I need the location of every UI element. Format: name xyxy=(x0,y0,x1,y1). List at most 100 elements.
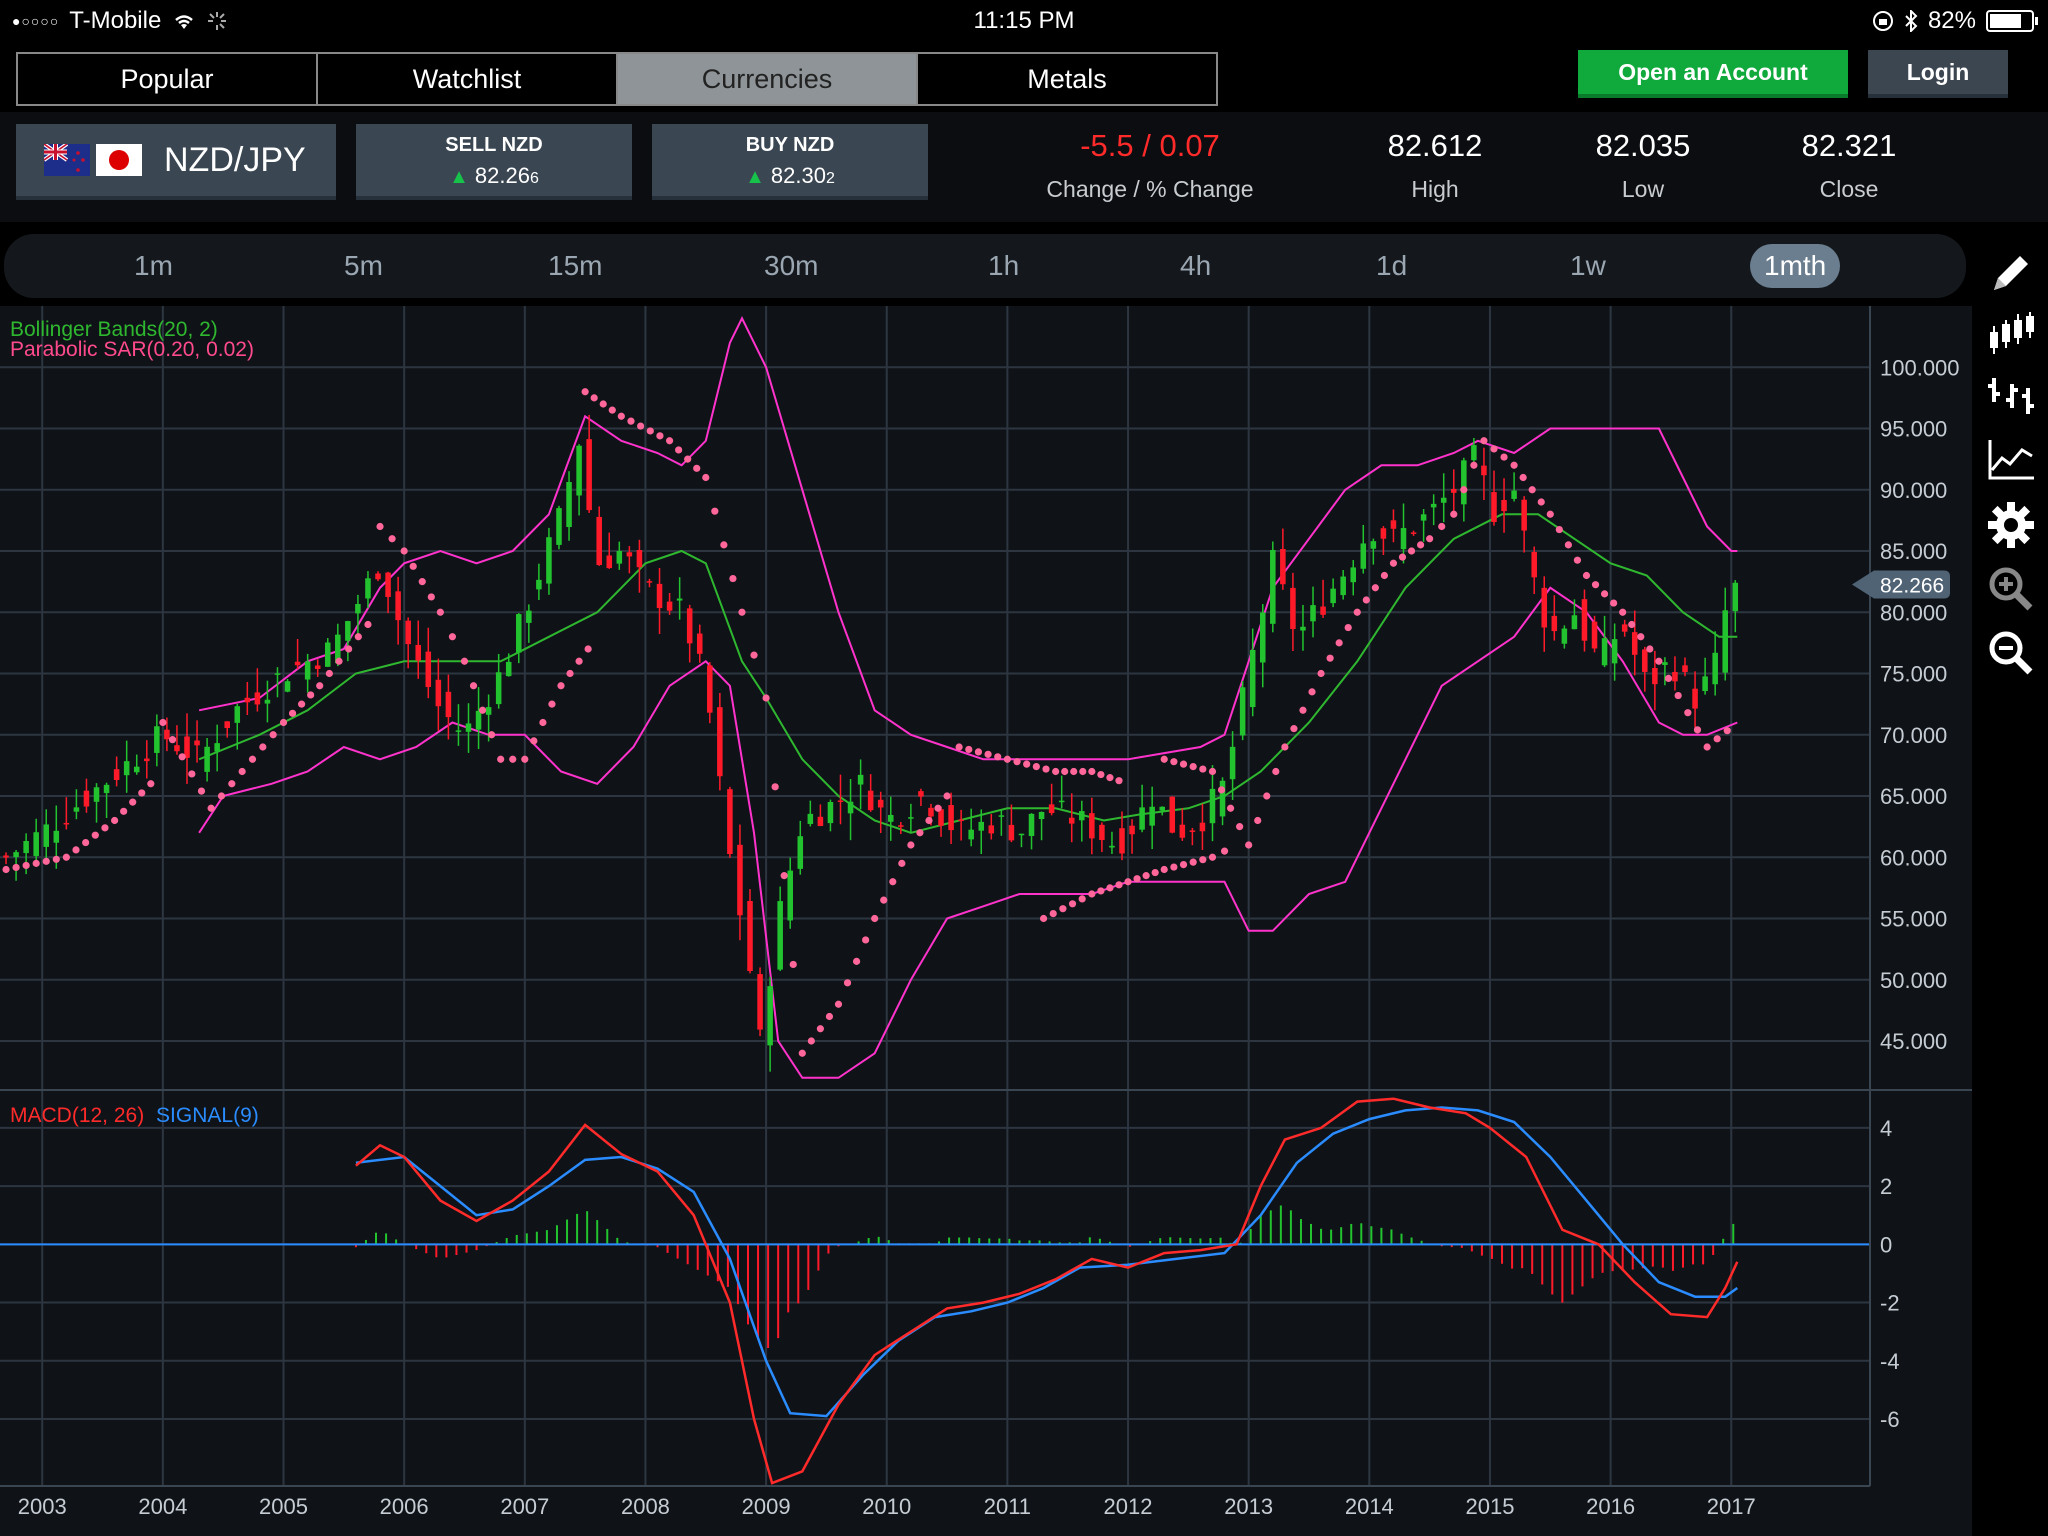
sar-dot xyxy=(1199,856,1207,864)
sar-dot xyxy=(1398,553,1407,561)
sar-dot xyxy=(1490,445,1498,453)
candle-down xyxy=(1169,796,1176,833)
sar-dot xyxy=(925,816,933,825)
tab-currencies[interactable]: Currencies xyxy=(618,54,918,104)
sar-dot xyxy=(335,657,343,665)
sell-button[interactable]: SELL NZD ▲ 82.266 xyxy=(356,124,632,200)
signal-line xyxy=(355,1106,1739,1418)
candle-up xyxy=(1259,612,1266,663)
candlestick-icon[interactable] xyxy=(1984,308,2038,362)
timeframe-30m[interactable]: 30m xyxy=(764,250,819,281)
sar-dot xyxy=(120,807,128,815)
timeframe-5m[interactable]: 5m xyxy=(344,250,383,281)
price-tick-label: 60.000 xyxy=(1880,845,1947,870)
candle-up xyxy=(546,537,552,584)
sar-dot xyxy=(497,755,505,763)
pencil-icon[interactable] xyxy=(1984,246,2038,300)
timeframe-1h[interactable]: 1h xyxy=(988,250,1020,281)
sar-dot xyxy=(238,767,246,776)
sar-dot xyxy=(32,859,40,867)
candle-up xyxy=(1038,811,1045,820)
sar-dot xyxy=(1407,547,1416,555)
sar-dot xyxy=(448,633,457,641)
sar-dot xyxy=(1684,709,1692,717)
tab-popular[interactable]: Popular xyxy=(18,54,318,104)
candle-up xyxy=(1471,445,1477,461)
sar-dot xyxy=(1537,498,1545,506)
candle-down xyxy=(113,769,120,781)
candle-up xyxy=(154,726,160,753)
sar-dot xyxy=(259,743,267,751)
candle-up xyxy=(1702,676,1708,692)
timeframe-1m[interactable]: 1m xyxy=(134,250,173,281)
sar-dot xyxy=(1389,559,1398,567)
candle-up xyxy=(1350,567,1357,583)
sar-dot xyxy=(789,960,797,969)
macd-tick-label: -2 xyxy=(1880,1291,1900,1316)
candle-down xyxy=(696,633,703,654)
timeframe-1d[interactable]: 1d xyxy=(1376,250,1408,281)
candle-down xyxy=(837,800,844,803)
candle-up xyxy=(556,508,562,545)
wifi-icon xyxy=(175,15,194,29)
candle-down xyxy=(1491,492,1497,523)
candle-up xyxy=(1028,813,1035,837)
candle-up xyxy=(23,841,29,854)
candle-down xyxy=(938,809,944,826)
tab-watchlist[interactable]: Watchlist xyxy=(318,54,618,104)
price-chart[interactable]: 2003 2004 2005 2006 2007 2008 2009 2010 2011 2012… xyxy=(0,306,1972,1536)
candle-up xyxy=(1209,788,1216,824)
rotation-lock-icon xyxy=(1872,11,1893,31)
sar-dot xyxy=(478,706,487,714)
x-tick-label: 2015 xyxy=(1465,1494,1514,1519)
candle-up xyxy=(1139,807,1145,830)
open-account-button[interactable]: Open an Account xyxy=(1578,50,1848,98)
price-tick-label: 90.000 xyxy=(1880,478,1947,503)
sar-dot xyxy=(684,455,692,463)
login-button[interactable]: Login xyxy=(1868,50,2008,98)
candle-up xyxy=(234,706,241,723)
candle-up xyxy=(1239,687,1246,736)
sar-dot xyxy=(1059,905,1067,913)
timeframe-15m[interactable]: 15m xyxy=(548,250,603,281)
candle-down xyxy=(928,807,934,817)
zoom-in-icon[interactable] xyxy=(1984,562,2038,616)
sar-dot xyxy=(1703,743,1711,751)
ohlc-bars-icon[interactable] xyxy=(1984,370,2038,424)
sar-dot xyxy=(1713,735,1721,743)
candle-up xyxy=(264,699,271,704)
change-value: -5.5 / 0.07 xyxy=(1080,128,1220,163)
buy-button[interactable]: BUY NZD ▲ 82.302 xyxy=(652,124,928,200)
timeframe-1w[interactable]: 1w xyxy=(1570,250,1606,281)
candle-up xyxy=(1440,497,1447,503)
candle-down xyxy=(1179,824,1186,838)
sar-dot xyxy=(934,804,942,812)
zoom-out-icon[interactable] xyxy=(1984,626,2038,680)
sar-dot xyxy=(1189,858,1197,866)
sar-dot xyxy=(762,694,770,702)
candle-down xyxy=(757,974,763,1030)
candle-down xyxy=(1290,587,1296,630)
timeframe-1mth[interactable]: 1mth xyxy=(1750,244,1841,288)
signal-strength: ●○○○○ xyxy=(12,13,60,29)
sar-dot xyxy=(1619,608,1627,616)
macd-line xyxy=(355,1097,1739,1485)
tab-metals[interactable]: Metals xyxy=(918,54,1216,104)
gear-icon[interactable] xyxy=(1984,498,2038,552)
candle-up xyxy=(204,746,210,772)
sar-dot xyxy=(1160,865,1168,874)
timeframe-4h[interactable]: 4h xyxy=(1180,250,1212,281)
japan-flag-icon xyxy=(96,144,142,176)
candle-down xyxy=(1129,825,1135,835)
candle-up xyxy=(324,642,331,667)
instrument-selector[interactable]: NZD/JPY xyxy=(16,124,336,200)
candle-up xyxy=(1219,780,1226,817)
candle-down xyxy=(1631,632,1638,655)
sar-dot xyxy=(1564,541,1572,549)
line-chart-icon[interactable] xyxy=(1984,432,2038,486)
candle-down xyxy=(314,665,321,669)
sar-dot xyxy=(729,574,737,583)
sell-label: SELL NZD xyxy=(445,134,543,156)
candle-down xyxy=(1099,824,1105,841)
candle-up xyxy=(566,482,572,528)
